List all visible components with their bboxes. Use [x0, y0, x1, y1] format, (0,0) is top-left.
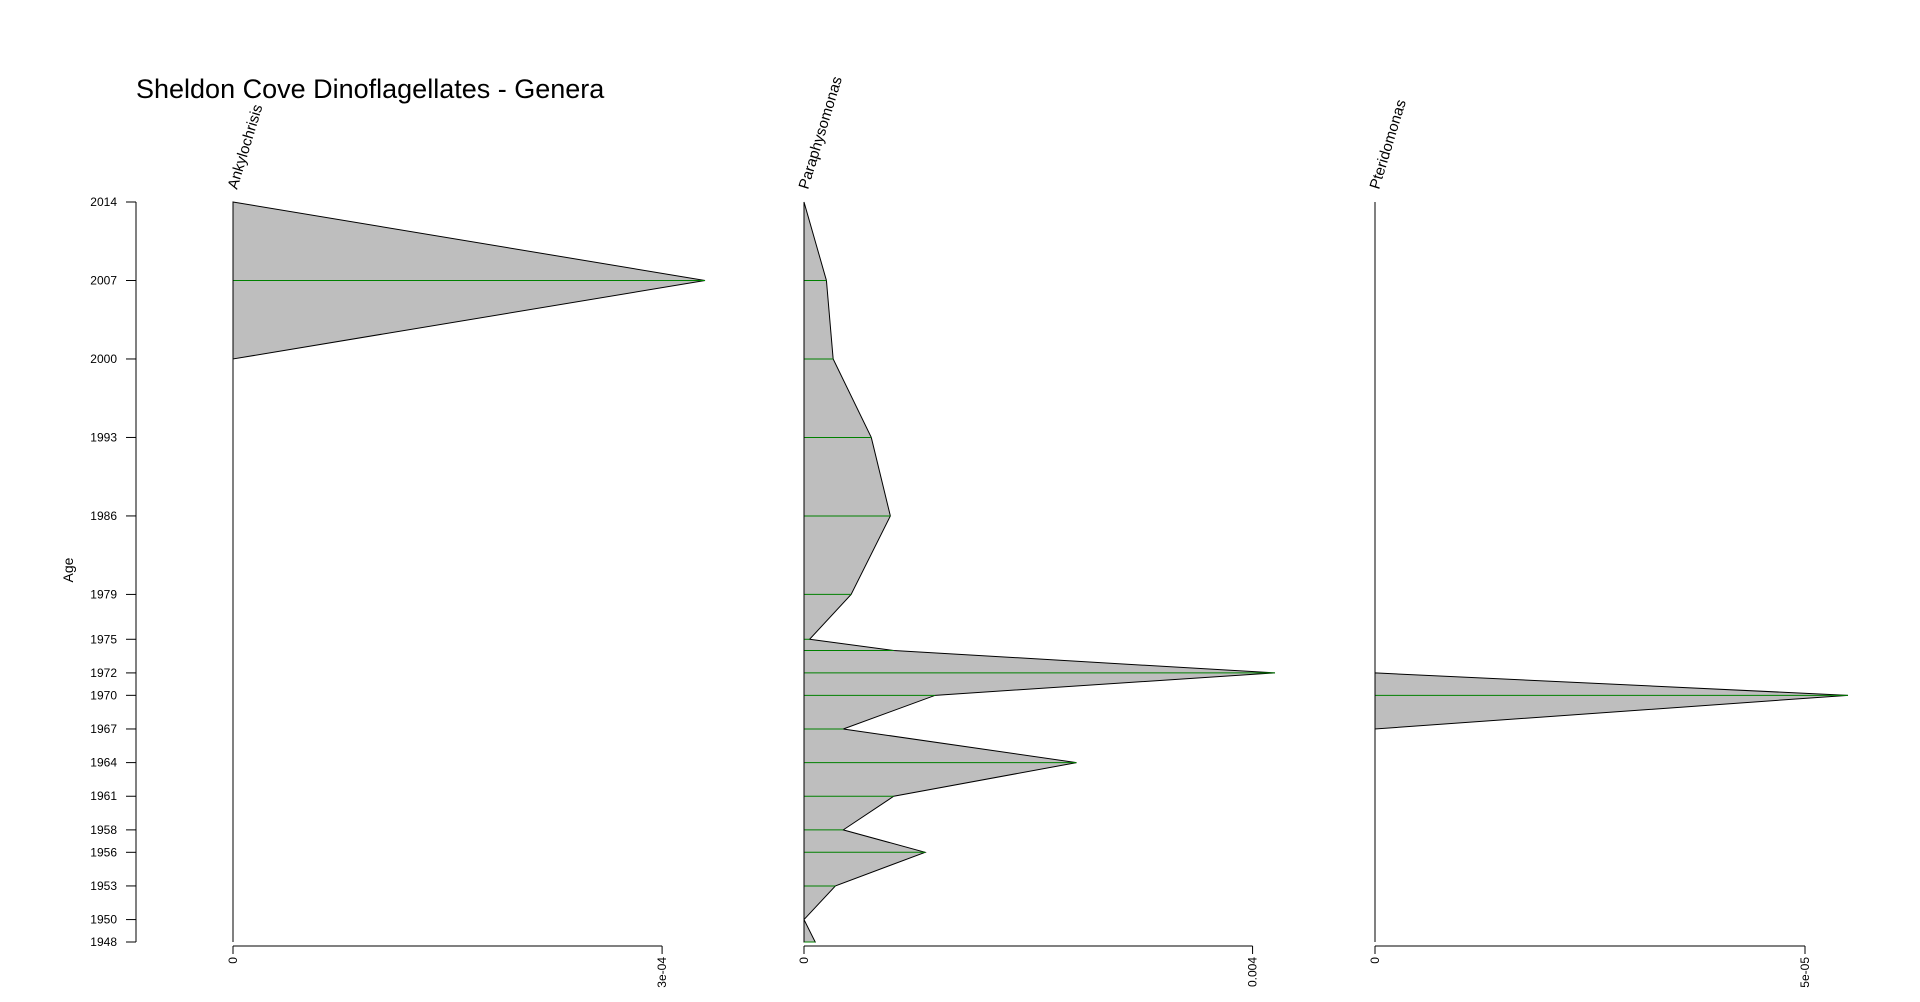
panel-x-tick-label: 0.004 — [1246, 957, 1260, 987]
age-tick-label: 1975 — [90, 632, 117, 646]
age-tick-label: 1956 — [90, 845, 117, 859]
age-axis-title: Age — [60, 557, 76, 582]
age-tick-label: 1967 — [90, 722, 117, 736]
age-tick-label: 2014 — [90, 195, 117, 209]
panel-x-tick-label: 0 — [1368, 957, 1382, 964]
age-tick-label: 1993 — [90, 430, 117, 444]
panel-name-pteridomonas: Pteridomonas — [1367, 98, 1410, 191]
age-tick-label: 1953 — [90, 879, 117, 893]
panel-x-tick-label: 0 — [797, 957, 811, 964]
age-tick-label: 1979 — [90, 587, 117, 601]
age-tick-label: 1948 — [90, 935, 117, 949]
age-tick-label: 2007 — [90, 273, 117, 287]
panel-area-paraphysomonas — [803, 201, 1276, 943]
panel-x-tick-label: 5e-05 — [1798, 957, 1812, 988]
age-tick-label: 1958 — [90, 823, 117, 837]
panel-name-paraphysomonas: Paraphysomonas — [796, 75, 846, 192]
panel-x-tick-label: 3e-04 — [655, 957, 669, 988]
age-tick-label: 1970 — [90, 688, 117, 702]
age-tick-label: 1950 — [90, 913, 117, 927]
panel-x-tick-label: 0 — [226, 957, 240, 964]
age-tick-label: 1961 — [90, 789, 117, 803]
age-tick-label: 2000 — [90, 352, 117, 366]
chart-title: Sheldon Cove Dinoflagellates - Genera — [136, 74, 605, 104]
age-tick-label: 1972 — [90, 666, 117, 680]
age-tick-label: 1964 — [90, 756, 117, 770]
panel-name-ankylochrisis: Ankylochrisis — [225, 102, 267, 191]
panel-area-pteridomonas — [1374, 672, 1849, 730]
age-tick-label: 1986 — [90, 509, 117, 523]
